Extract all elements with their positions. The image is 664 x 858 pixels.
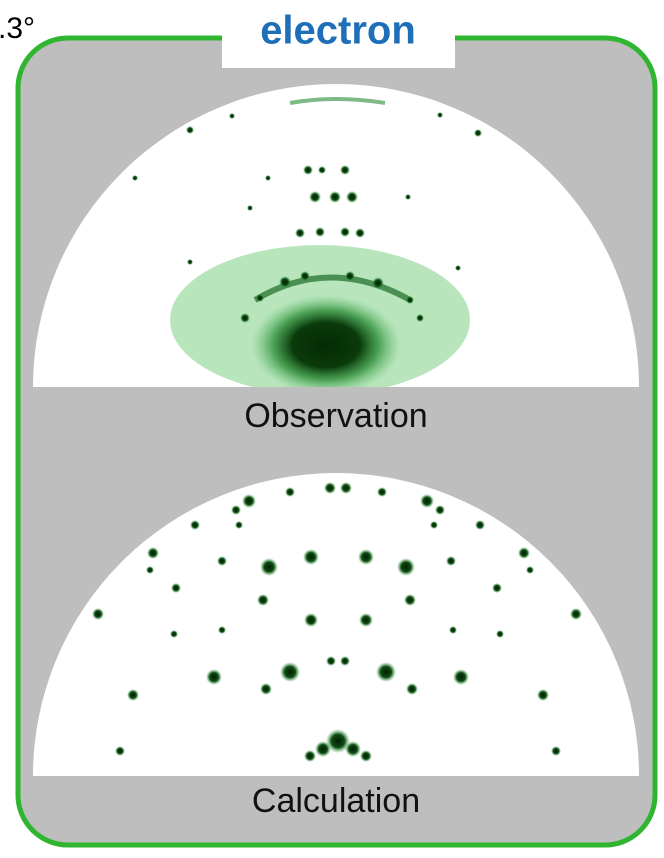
diffraction-spot [526,566,534,574]
diffraction-spot [315,741,331,757]
diffraction-spot [186,126,194,134]
figure: electron .3° Observation Calculation [0,0,664,858]
diffraction-spot [492,583,502,593]
diffraction-spot [206,669,222,685]
diffraction-spot [315,227,325,237]
title: electron [260,9,416,53]
diffraction-spot [372,277,384,289]
diffraction-spot [318,166,326,174]
diffraction-spot [397,558,415,576]
diffraction-spot [340,656,350,666]
central-blob [251,295,401,395]
diffraction-spot [420,494,434,508]
diffraction-spot [256,294,264,302]
diffraction-spot [437,112,443,118]
diffraction-spot [132,175,138,181]
diffraction-spot [304,613,318,627]
diffraction-spot [446,556,456,566]
diffraction-spot [377,487,387,497]
diffraction-spot [300,271,310,281]
diffraction-spot [405,194,411,200]
diffraction-spot [146,566,154,574]
diffraction-spot [127,689,139,701]
diffraction-spot [242,494,256,508]
diffraction-spot [376,662,396,682]
diffraction-spot [340,165,350,175]
diffraction-spot [340,482,352,494]
diffraction-spot [551,746,561,756]
diffraction-spot [240,313,250,323]
diffraction-spot [355,228,365,238]
diffraction-spot [416,314,424,322]
diffraction-spot [285,487,295,497]
diffraction-spot [360,750,372,762]
diffraction-spot [171,583,181,593]
page: electron .3° Observation Calculation (()… [0,0,664,858]
diffraction-spot [359,613,373,627]
diffraction-spot [570,608,582,620]
diffraction-spot [217,556,227,566]
diffraction-spot [170,630,178,638]
diffraction-spot [115,746,125,756]
diffraction-spot [340,227,350,237]
diffraction-spot [303,165,313,175]
diffraction-spot [187,259,193,265]
diffraction-spot [345,741,361,757]
diffraction-spot [265,175,271,181]
panel-label: Calculation [252,782,420,820]
diffraction-spot [475,520,485,530]
diffraction-spot [304,750,316,762]
diffraction-spot [455,265,461,271]
diffraction-spot [430,521,438,529]
diffraction-spot [279,276,291,288]
diffraction-spot [435,505,445,515]
diffraction-spot [260,683,272,695]
diffraction-spot [537,689,549,701]
diffraction-spot [358,549,374,565]
diffraction-spot [257,594,269,606]
diffraction-spot [449,626,457,634]
diffraction-spot [474,129,482,137]
diffraction-spot [324,482,336,494]
diffraction-spot [92,608,104,620]
diffraction-spot [247,205,253,211]
diffraction-spot [235,521,243,529]
diffraction-spot [404,594,416,606]
diffraction-spot [295,228,305,238]
diffraction-spot [280,662,300,682]
diffraction-spot [147,547,159,559]
corner-label: .3° [0,12,35,45]
diffraction-spot [218,626,226,634]
diffraction-spot [326,656,336,666]
diffraction-spot [518,547,530,559]
diffraction-spot [231,505,241,515]
diffraction-spot [406,683,418,695]
diffraction-spot [453,669,469,685]
diffraction-spot [309,191,321,203]
diffraction-spot [406,296,414,304]
diffraction-spot [303,549,319,565]
diffraction-spot [496,630,504,638]
diffraction-spot [329,191,341,203]
diffraction-spot [190,520,200,530]
diffraction-spot [345,271,355,281]
panel-label: Observation [244,397,427,435]
diffraction-spot [229,113,235,119]
diffraction-spot [260,558,278,576]
diffraction-spot [346,191,358,203]
